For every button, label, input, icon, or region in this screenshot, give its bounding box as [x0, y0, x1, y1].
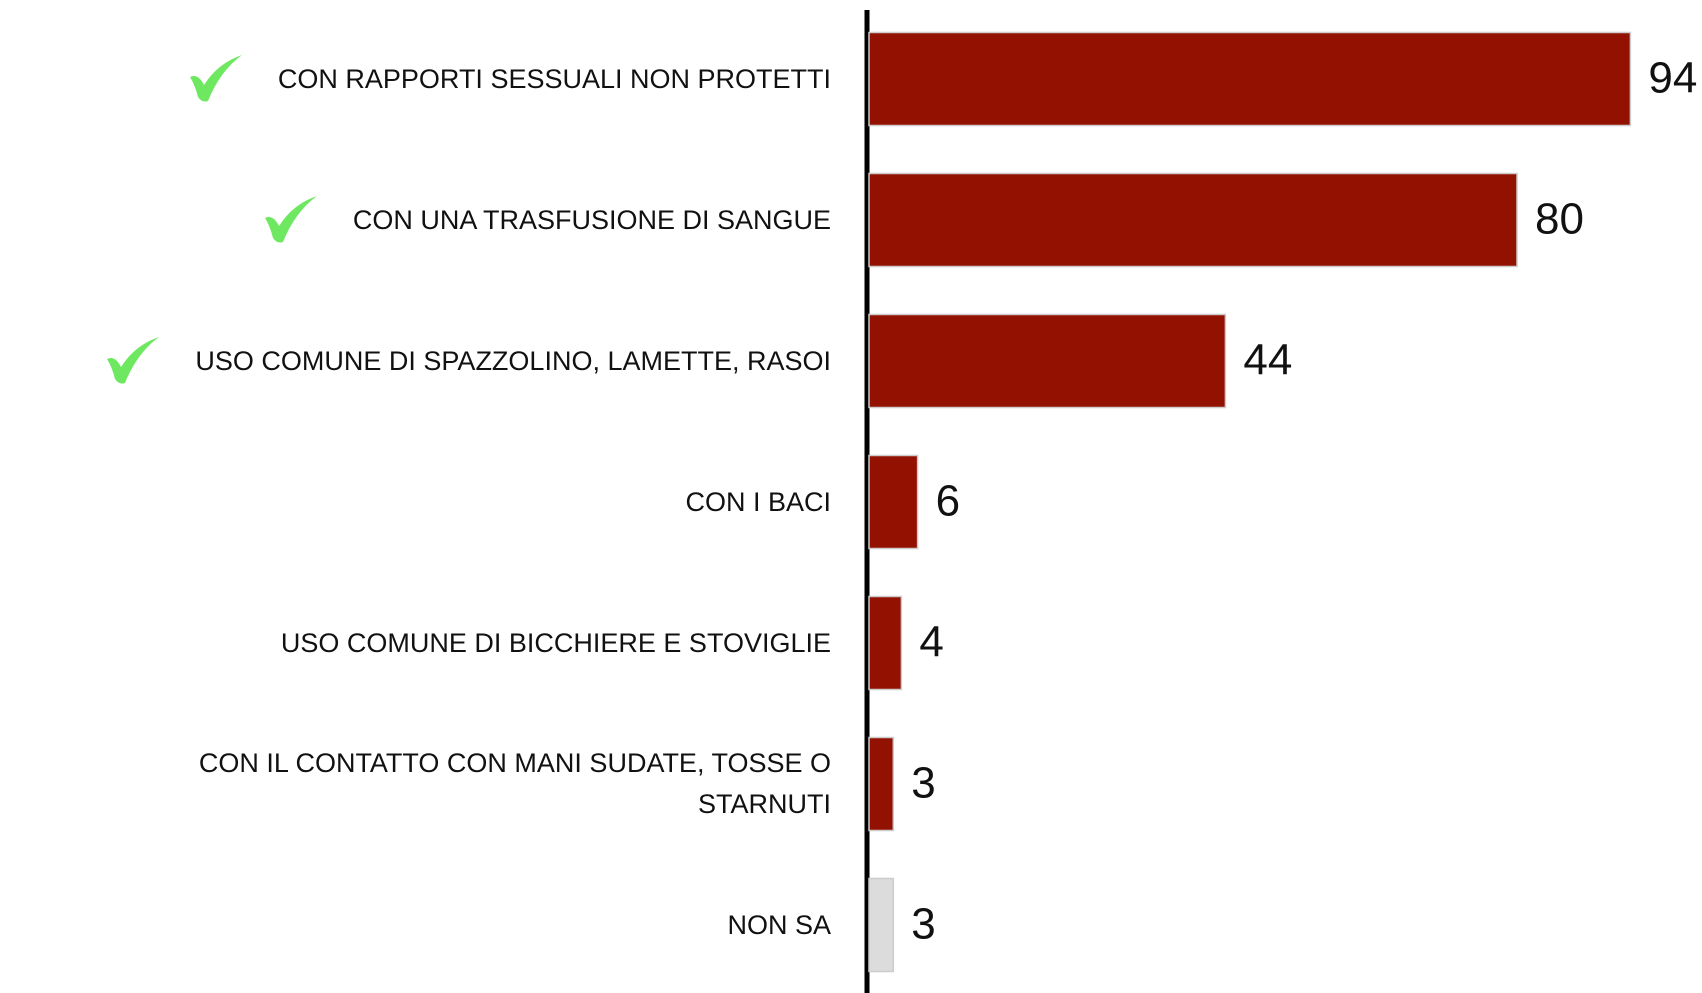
- category-label: CON IL CONTATTO CON MANI SUDATE, TOSSE O…: [71, 743, 831, 825]
- category-label: CON RAPPORTI SESSUALI NON PROTETTI: [71, 59, 831, 100]
- bar: [868, 31, 1632, 127]
- category-text: NON SA: [727, 909, 831, 940]
- check-mark: [265, 196, 317, 243]
- value-label: 44: [1243, 336, 1292, 385]
- category-text: CON IL CONTATTO CON MANI SUDATE, TOSSE O…: [198, 748, 831, 819]
- check-mark: [190, 55, 242, 102]
- check-mark: [107, 337, 159, 384]
- category-label: USO COMUNE DI BICCHIERE E STOVIGLIE: [71, 623, 831, 664]
- bar: [868, 454, 919, 550]
- value-label: 3: [911, 900, 935, 949]
- category-text: CON UNA TRASFUSIONE DI SANGUE: [352, 204, 831, 235]
- bar: [868, 313, 1227, 409]
- category-text: USO COMUNE DI BICCHIERE E STOVIGLIE: [280, 627, 831, 658]
- bar: [868, 877, 895, 973]
- value-label: 3: [911, 759, 935, 808]
- category-text: CON I BACI: [685, 486, 831, 517]
- value-label: 4: [919, 618, 943, 667]
- category-label: CON UNA TRASFUSIONE DI SANGUE: [71, 200, 831, 241]
- category-text: CON RAPPORTI SESSUALI NON PROTETTI: [277, 63, 831, 94]
- value-label: 94: [1648, 54, 1697, 103]
- bar: [868, 736, 895, 832]
- value-label: 80: [1535, 195, 1584, 244]
- category-label: USO COMUNE DI SPAZZOLINO, LAMETTE, RASOI: [71, 341, 831, 382]
- value-label: 6: [936, 477, 960, 526]
- bar: [868, 172, 1518, 268]
- category-label: CON I BACI: [71, 482, 831, 523]
- bar: [868, 595, 903, 691]
- category-text: USO COMUNE DI SPAZZOLINO, LAMETTE, RASOI: [195, 345, 831, 376]
- category-label: NON SA: [71, 905, 831, 946]
